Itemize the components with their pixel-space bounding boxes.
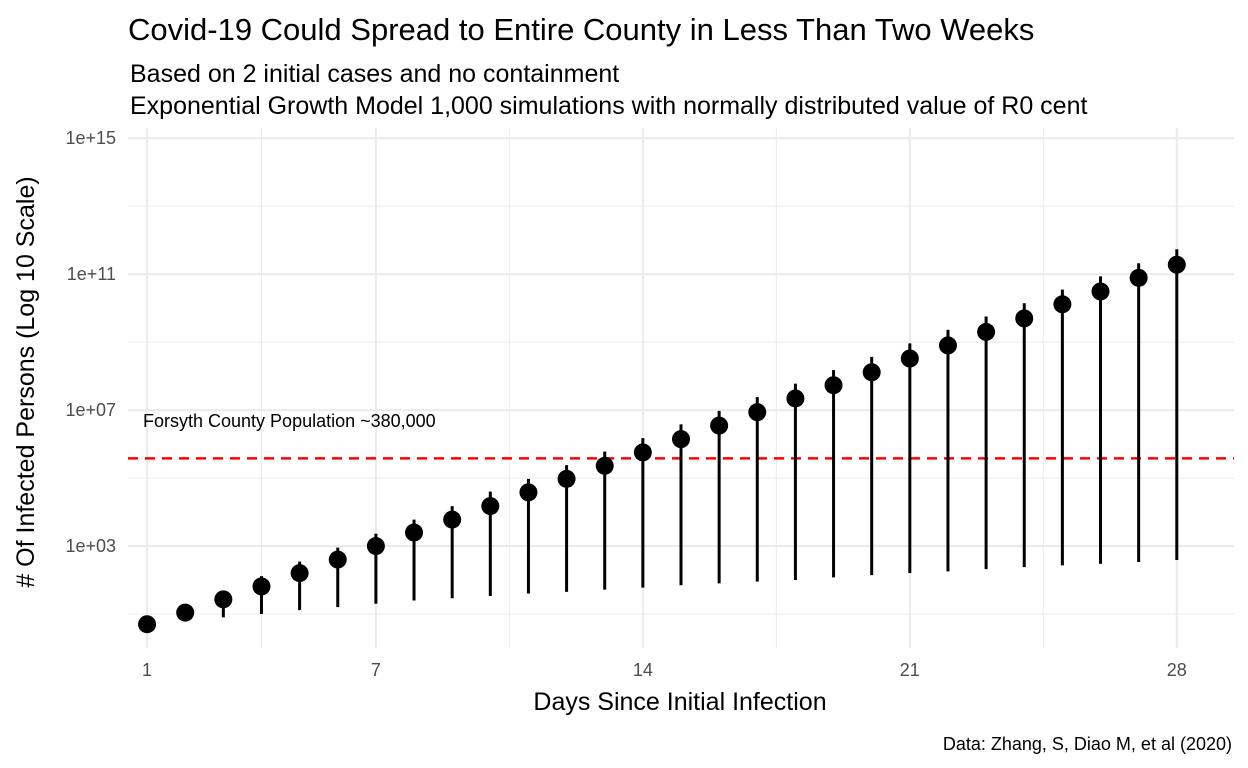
data-point [1167,255,1186,274]
data-point [977,322,996,341]
x-tick-label: 21 [900,660,920,680]
data-point [595,456,614,475]
data-point [138,615,157,634]
chart-subtitle-line-2: Exponential Growth Model 1,000 simulatio… [130,92,1087,120]
data-point [786,389,805,408]
data-point [443,510,462,529]
data-point [900,349,919,368]
data-point [1015,309,1034,328]
chart-title: Covid-19 Could Spread to Entire County i… [128,12,1034,47]
y-tick-label: 1e+03 [65,536,116,556]
data-point [366,537,385,556]
data-point [1091,282,1110,301]
data-point [405,523,424,542]
data-point [748,403,767,422]
x-tick-label: 14 [633,660,653,680]
data-point [290,564,309,583]
data-point [176,603,195,622]
data-point [214,590,233,609]
data-point [557,469,576,488]
data-point [519,483,538,502]
y-axis-title: # Of Infected Persons (Log 10 Scale) [12,176,40,587]
data-point [252,577,271,596]
y-tick-label: 1e+11 [67,264,116,284]
y-axis-ticks: 1e+03 1e+07 1e+11 1e+15 [65,128,116,556]
x-axis-title: Days Since Initial Infection [533,688,826,716]
data-point [1053,295,1072,314]
data-point [328,550,347,569]
data-point [481,497,500,516]
chart-subtitle-line-1: Based on 2 initial cases and no containm… [130,60,619,88]
x-tick-label: 28 [1167,660,1187,680]
x-tick-label: 7 [371,660,381,680]
data-point [824,376,843,395]
data-points [138,255,1186,634]
reference-line-label: Forsyth County Population ~380,000 [143,411,436,431]
data-point [862,363,881,382]
y-tick-label: 1e+07 [65,400,116,420]
data-point [633,443,652,462]
data-point [938,336,957,355]
x-axis-ticks: 1 7 14 21 28 [142,660,1187,680]
data-point [1129,268,1148,287]
x-tick-label: 1 [142,660,152,680]
data-point [672,430,690,449]
chart-caption: Data: Zhang, S, Diao M, et al (2020) [943,734,1232,754]
data-point [710,416,729,435]
y-tick-label: 1e+15 [65,128,116,148]
